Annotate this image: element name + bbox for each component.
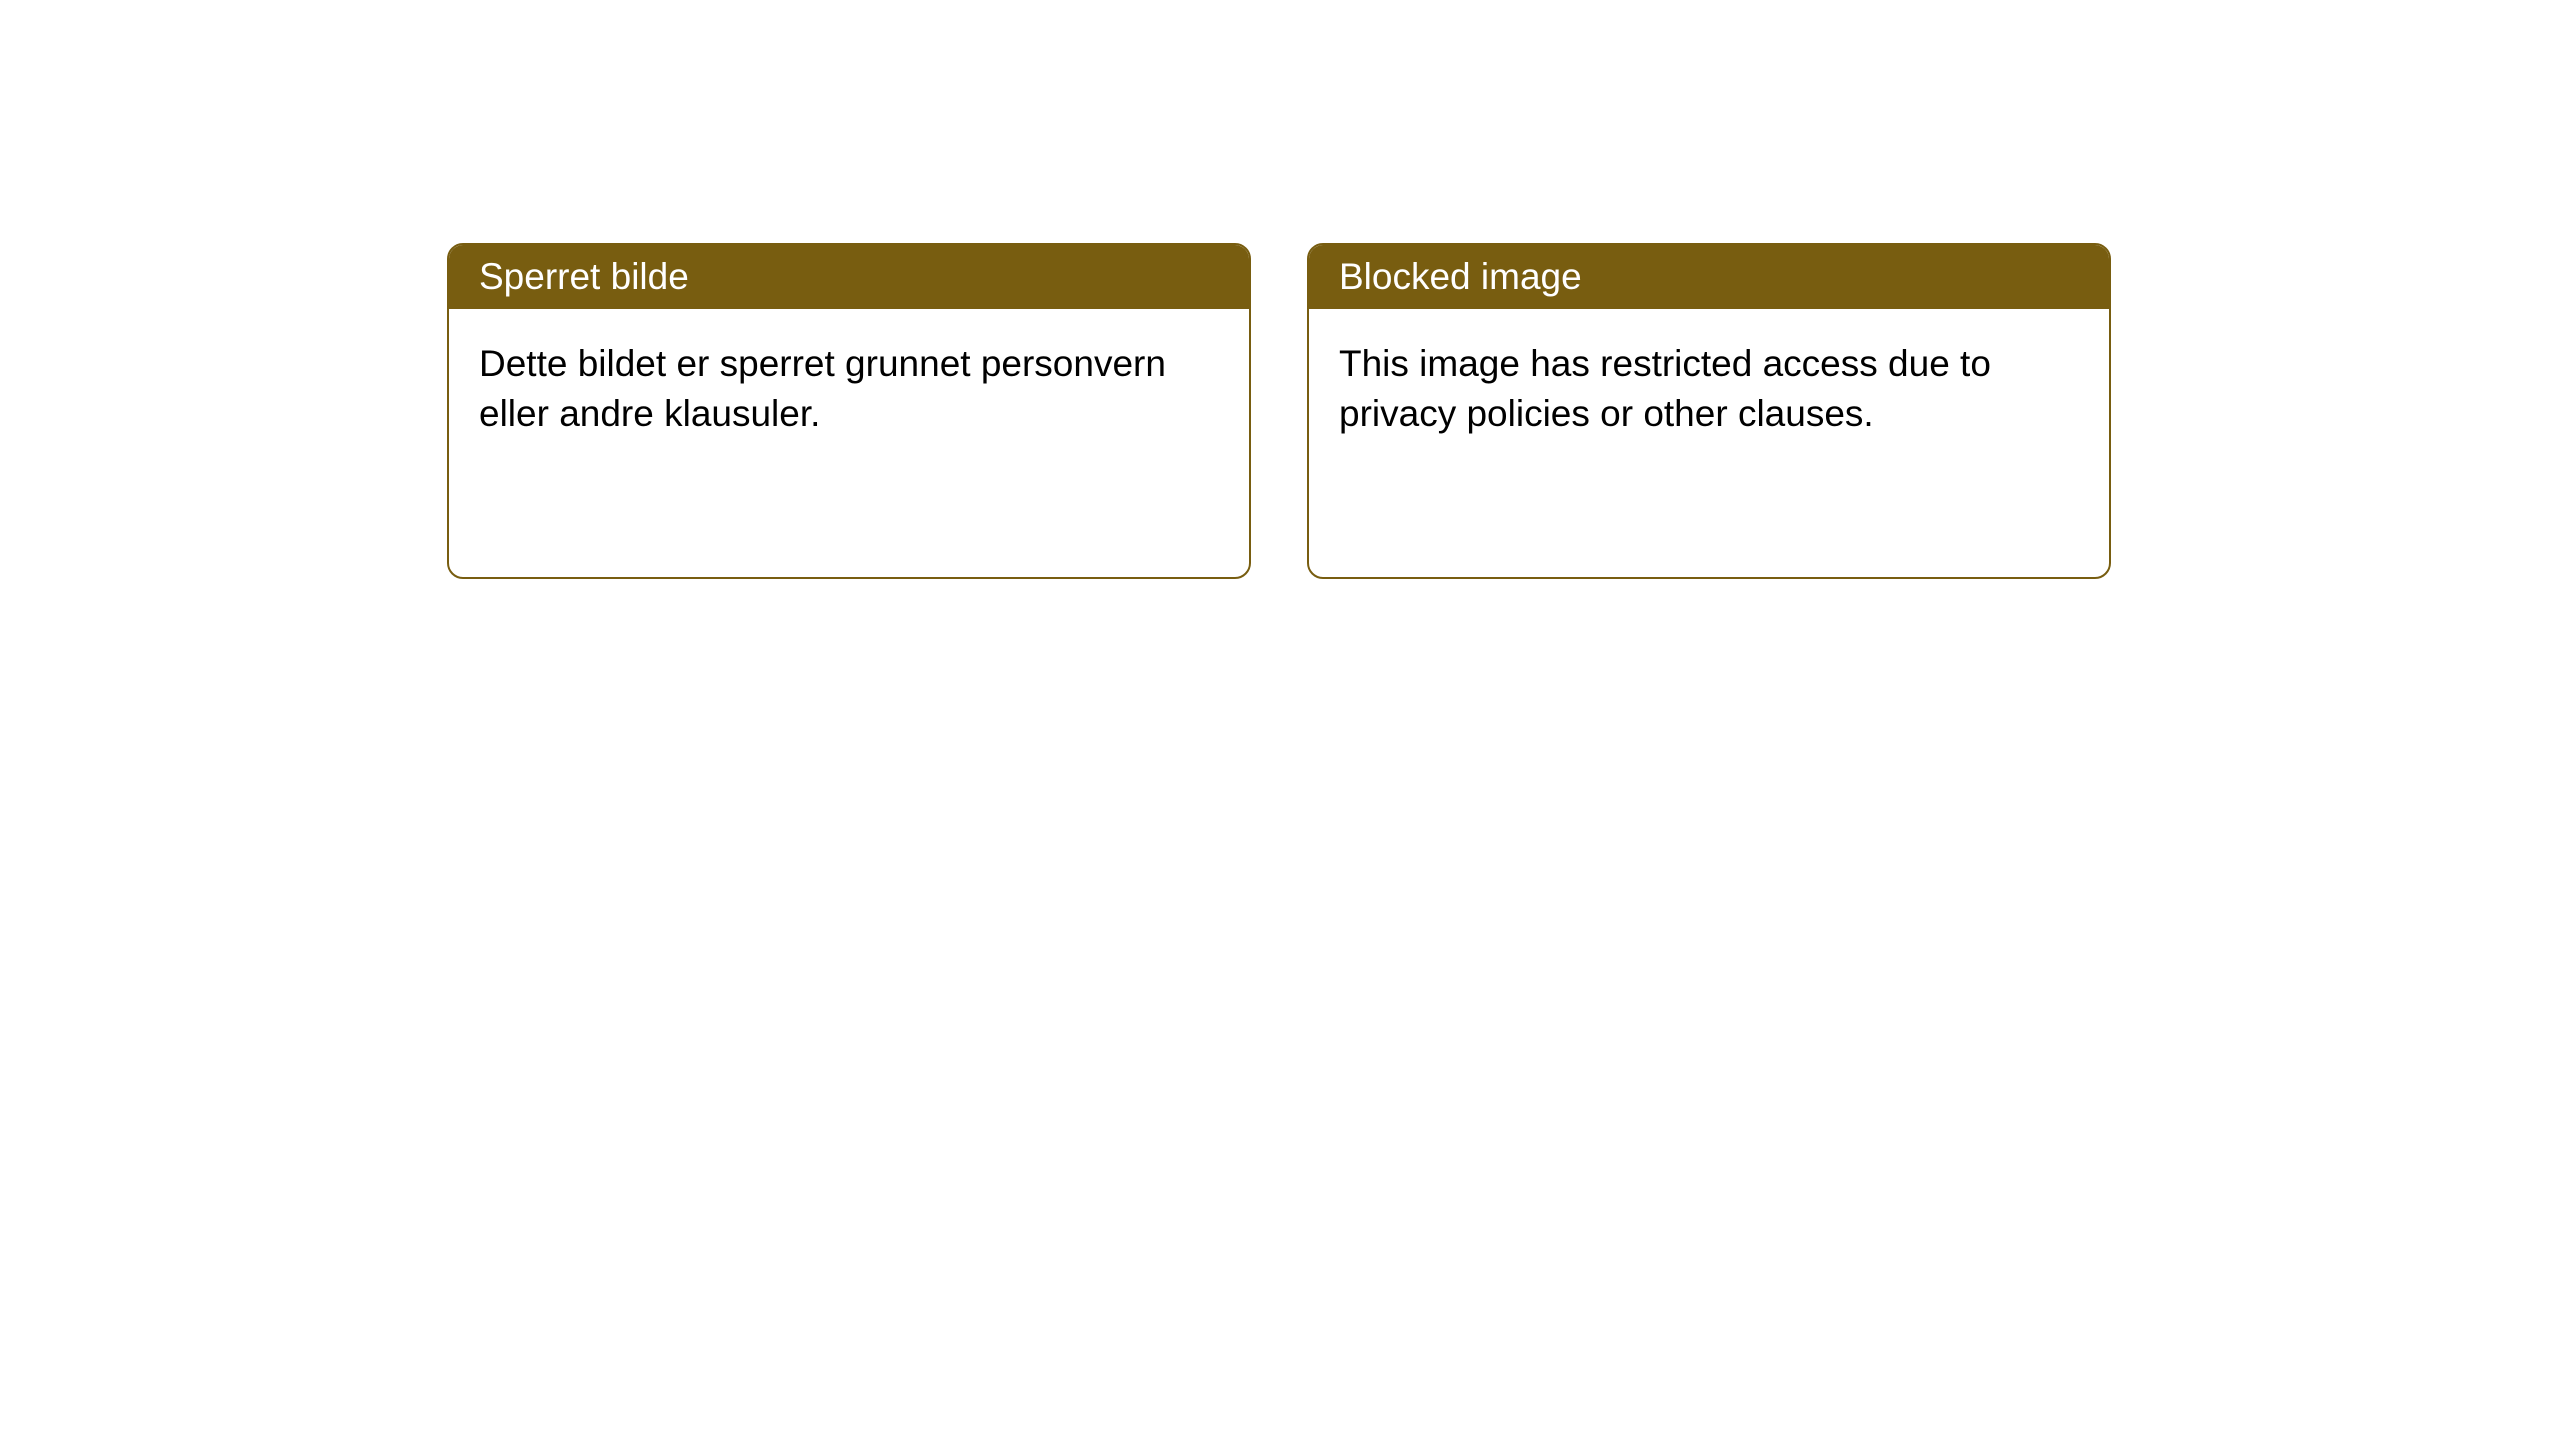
card-header: Sperret bilde [449, 245, 1249, 309]
card-body: This image has restricted access due to … [1309, 309, 2109, 469]
card-body-text: Dette bildet er sperret grunnet personve… [479, 343, 1166, 434]
notice-cards-container: Sperret bilde Dette bildet er sperret gr… [447, 243, 2111, 579]
card-header: Blocked image [1309, 245, 2109, 309]
card-body: Dette bildet er sperret grunnet personve… [449, 309, 1249, 469]
notice-card-norwegian: Sperret bilde Dette bildet er sperret gr… [447, 243, 1251, 579]
card-body-text: This image has restricted access due to … [1339, 343, 1991, 434]
notice-card-english: Blocked image This image has restricted … [1307, 243, 2111, 579]
card-title: Sperret bilde [479, 256, 689, 297]
card-title: Blocked image [1339, 256, 1582, 297]
